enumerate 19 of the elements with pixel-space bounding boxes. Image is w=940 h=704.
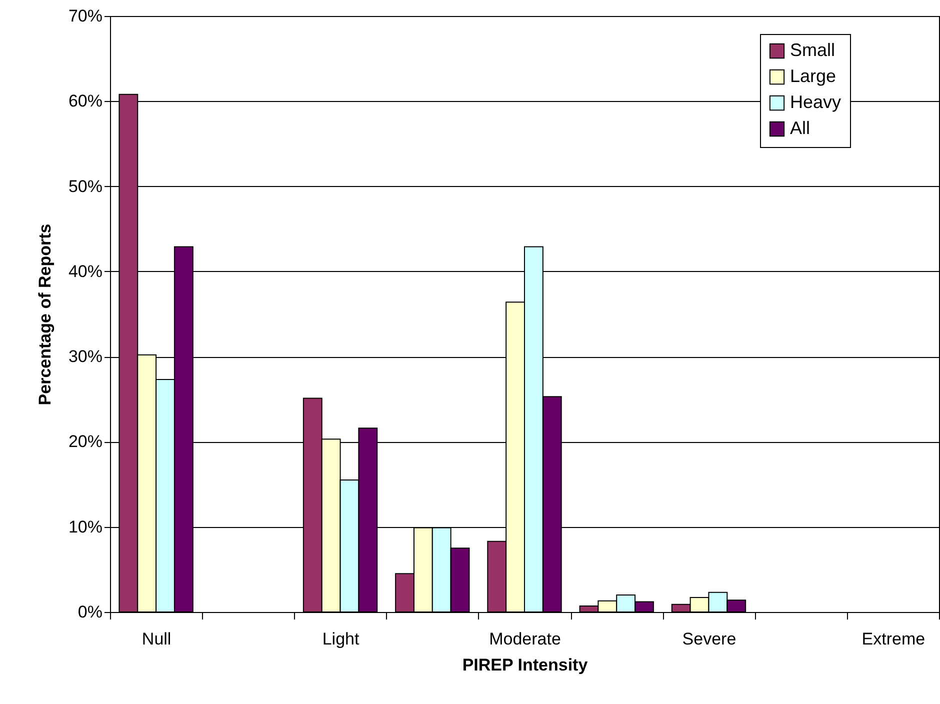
legend-label: Heavy <box>790 92 842 112</box>
y-tick-label: 40% <box>68 262 102 281</box>
x-tick-label: Null <box>142 630 172 648</box>
x-tick-label: Severe <box>682 630 736 648</box>
x-tick-label: Extreme <box>862 630 926 648</box>
legend-label: Small <box>790 40 836 60</box>
x-tick-label: Light <box>322 630 360 648</box>
y-tick-label: 50% <box>68 176 102 196</box>
y-axis-title: Percentage of Reports <box>35 224 54 406</box>
legend-label: All <box>790 118 810 138</box>
y-tick-label: 0% <box>78 602 102 622</box>
y-tick-label: 60% <box>68 92 102 111</box>
x-axis-title: PIREP Intensity <box>462 656 588 674</box>
legend-label: Large <box>790 66 836 86</box>
y-tick-label: 20% <box>68 432 102 452</box>
y-tick-label: 30% <box>68 347 102 366</box>
y-tick-label: 10% <box>68 517 102 536</box>
y-tick-label: 70% <box>68 6 102 26</box>
x-tick-label: Moderate <box>489 630 561 648</box>
